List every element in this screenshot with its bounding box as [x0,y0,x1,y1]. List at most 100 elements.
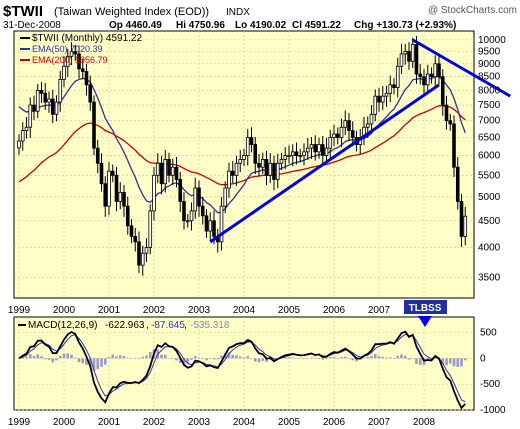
candle [298,148,303,163]
price-x-tick-label: 2003 [188,305,211,316]
candle [39,81,44,104]
histogram-bar [51,358,55,363]
macd-x-tick-label: 2006 [323,417,346,428]
candle [440,69,445,116]
tlbss-label: TLBSS [409,303,442,314]
macd-x-tick-label: 2004 [233,417,256,428]
macd-x-tick-label: 2005 [278,417,301,428]
candle [433,55,438,87]
candle [92,95,96,156]
histogram-bar [227,352,231,359]
price-tick-label: 4000 [478,242,501,253]
histogram-bar [392,358,396,359]
price-tick-label: 10000 [478,35,506,46]
trendline [412,38,511,98]
candle [47,91,51,113]
candle [260,152,265,175]
candle [125,196,130,235]
histogram-bar [175,358,178,361]
candle [275,153,280,189]
histogram-bar [343,356,347,359]
histogram-bar [231,354,235,359]
candle [185,214,190,228]
candle [200,196,205,225]
price-x-tick-label: 1999 [8,305,31,316]
tlbss-box [404,300,447,314]
price-legend: $TWII (Monthly) 4591.22 EMA(50) 7020.39 … [20,33,142,65]
histogram-bar [422,358,426,365]
legend-ema200: EMA(200) 5956.79 [32,55,108,65]
histogram-bar [66,353,70,359]
histogram-bar [197,357,201,359]
macd-tick-label: 500 [480,328,497,339]
candle [272,155,276,191]
histogram-bar [366,357,370,359]
histogram-bar [40,356,43,359]
histogram-bar [220,355,223,359]
histogram-bar [452,358,456,367]
candle [332,124,336,147]
date-label: 31-Dec-2008 [3,20,61,31]
candle [159,155,164,195]
candle [129,219,134,244]
histogram-bar [400,354,403,359]
histogram-bar [25,356,28,359]
histogram-bar [148,352,152,359]
histogram-bar [43,358,47,360]
candle [309,136,314,159]
histogram-bar [265,358,268,362]
histogram-bar [107,357,111,359]
histogram-bar [55,358,58,361]
histogram-bar [208,358,212,359]
price-x-tick-label: 2007 [368,305,391,316]
histogram-bar [336,357,340,359]
histogram-bar [62,353,66,359]
tlbss-annotation: TLBSS [404,300,447,327]
histogram-bar [250,358,253,359]
candle [313,135,318,161]
candle [189,202,194,231]
histogram-bar [160,354,163,359]
histogram-bar [182,358,186,365]
candle [140,245,145,276]
candle [133,227,138,252]
histogram-bar [92,358,96,371]
macd-signal-value: -87.645 [151,320,185,331]
price-x-tick-label: 2001 [98,305,121,316]
candle [230,161,235,184]
macd-tick-label: -1000 [480,405,506,416]
histogram-bar [115,356,118,359]
price-tick-label: 4500 [478,216,501,227]
quote-low: Lo 4190.02 [235,20,287,31]
candle [343,110,348,136]
price-tick-label: 8000 [478,85,501,96]
histogram-bar [325,358,328,359]
candle [103,176,108,217]
histogram-bar [310,357,313,359]
histogram-bar [32,355,36,359]
macd-y-axis: 500 0 -500 -1000 [480,328,506,417]
watermark: @ StockCharts.com [428,5,517,16]
price-x-tick-label: 2006 [323,305,346,316]
price-tick-label: 5500 [478,170,501,181]
histogram-bar [205,358,208,361]
candle [279,152,284,171]
candle [452,115,456,177]
histogram-bar [448,358,452,364]
candle [317,137,321,159]
candle [50,89,55,124]
candle [122,184,126,217]
candle [253,136,258,174]
histogram-bar [137,358,141,359]
candle [369,104,374,133]
candle [455,157,460,210]
macd-comma-1: , [146,320,149,331]
histogram-bar [201,358,205,359]
histogram-bar [396,355,400,359]
candle [148,204,153,255]
candle [257,153,261,176]
histogram-bar [246,356,250,359]
histogram-bar [456,358,460,367]
index-name-label: (Taiwan Weighted Index (EOD)) [54,6,209,18]
